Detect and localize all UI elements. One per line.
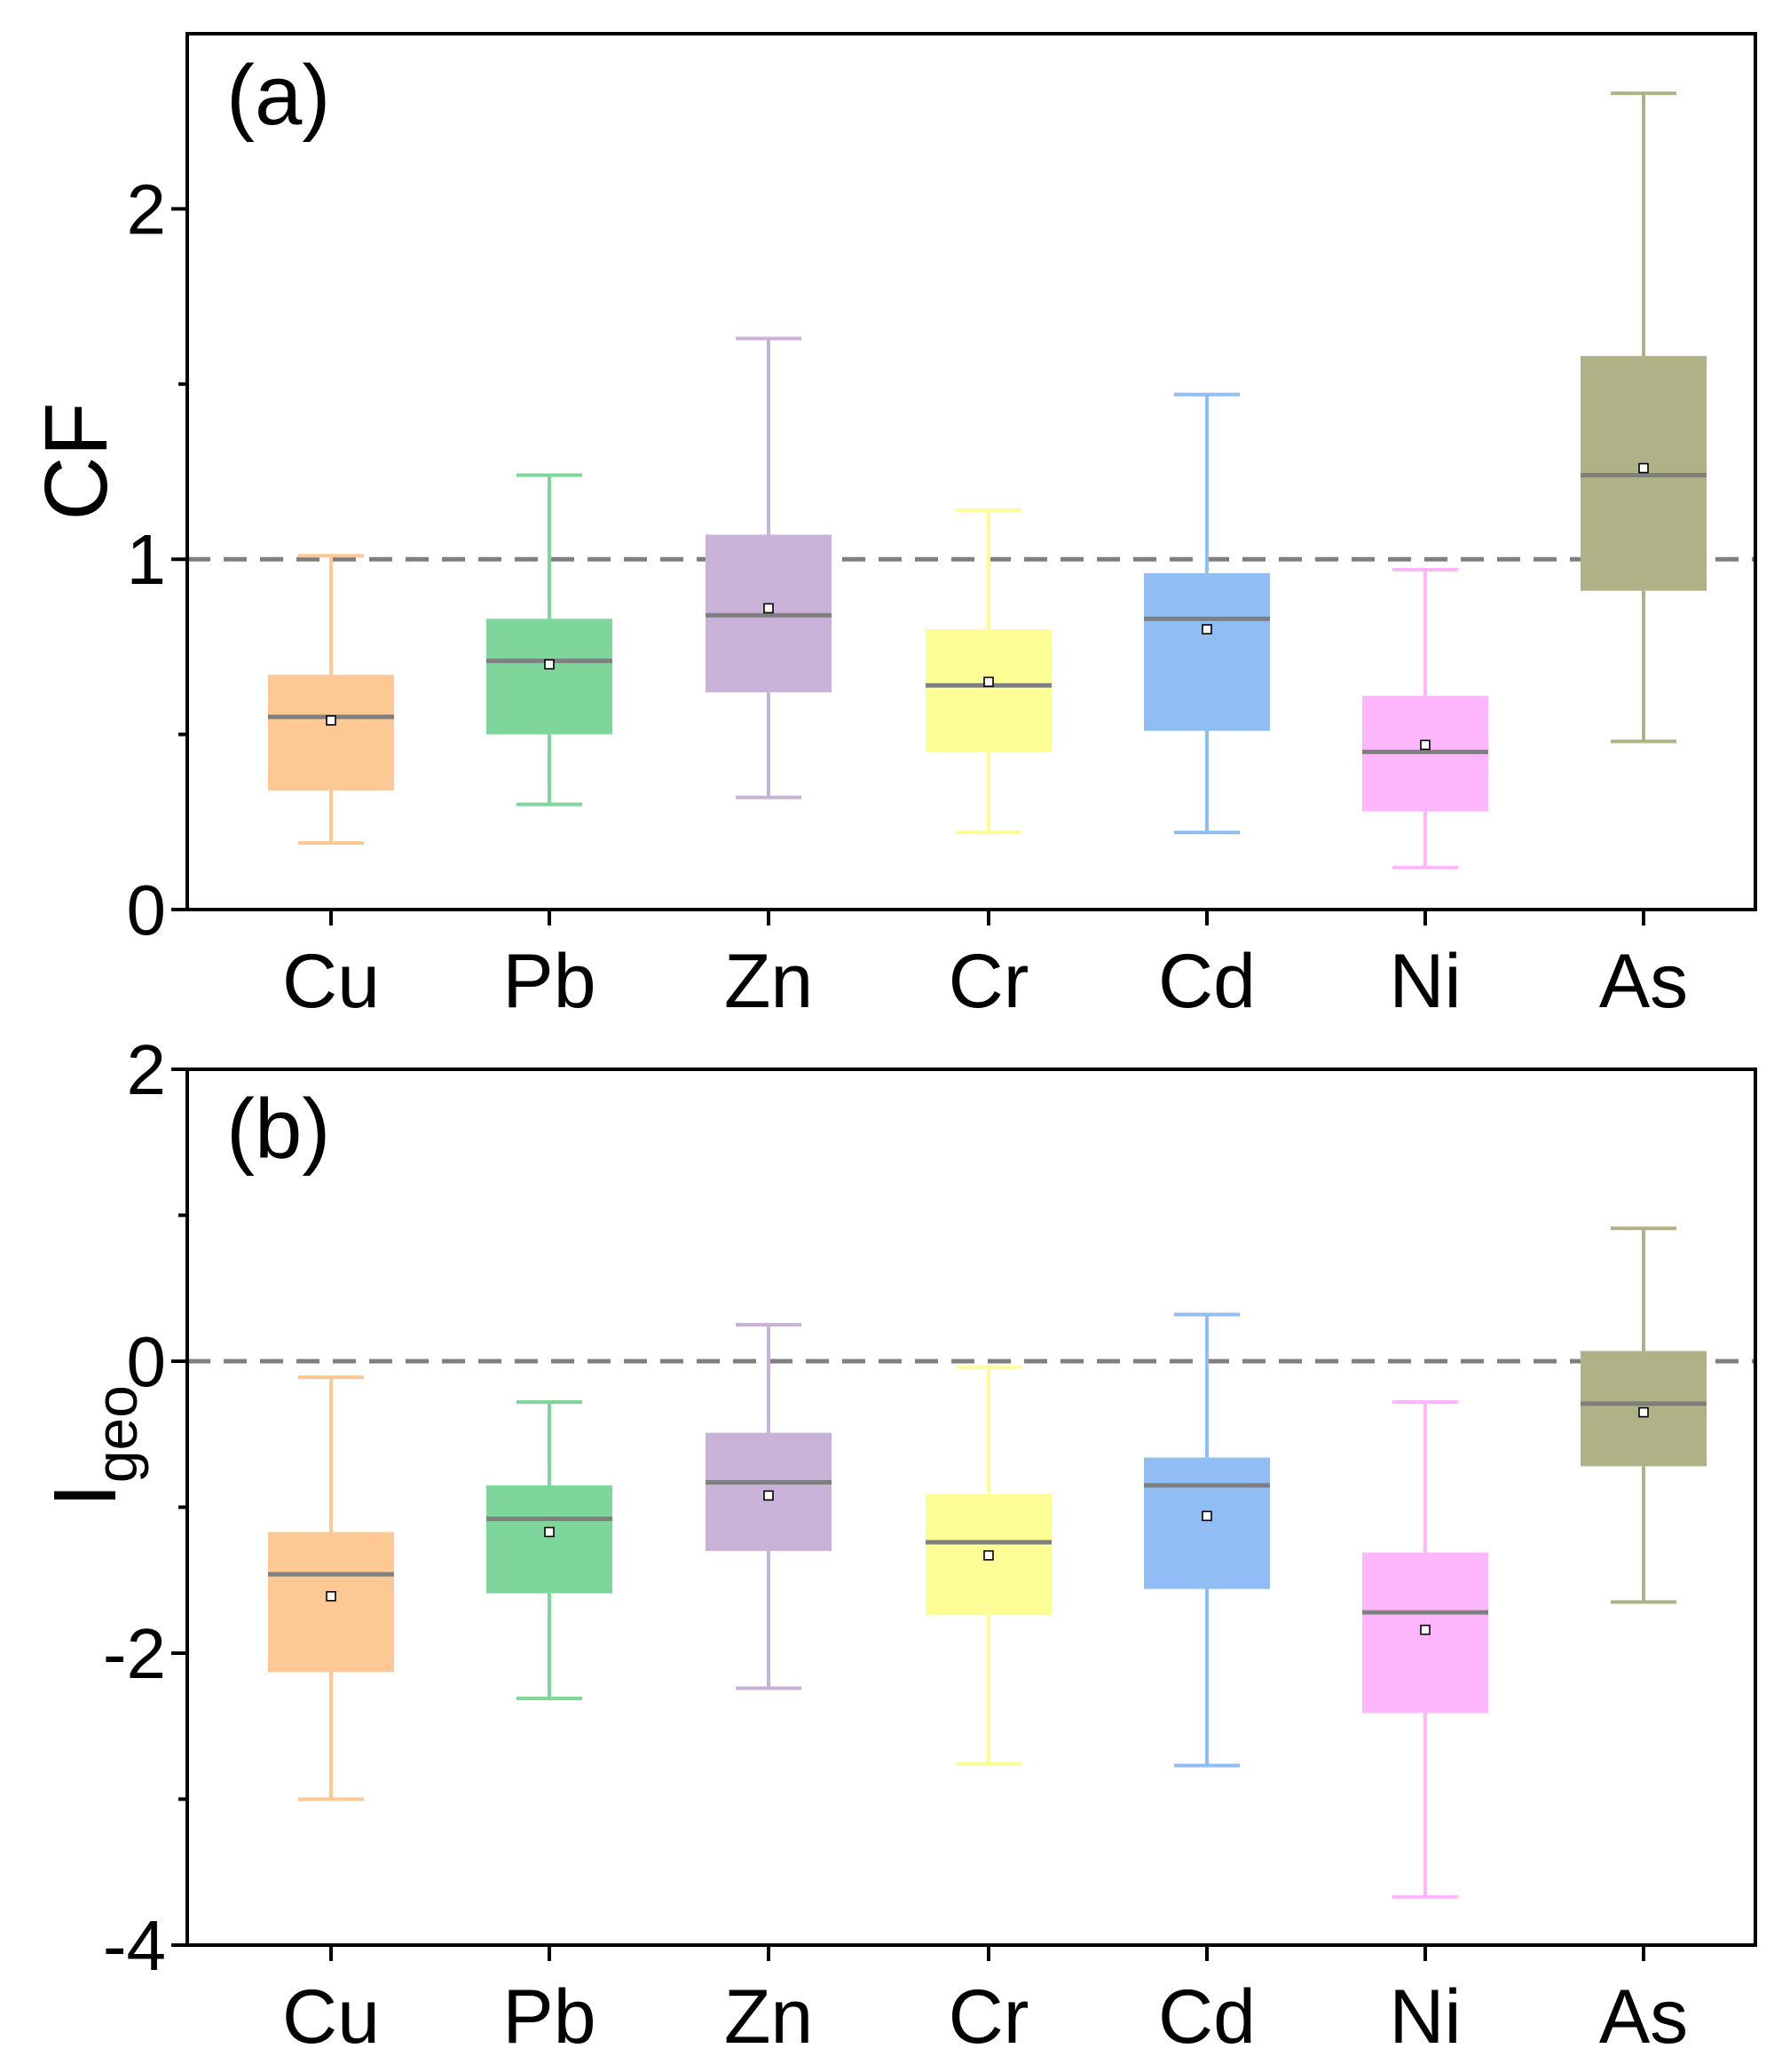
- box-ni: [1362, 1400, 1488, 1899]
- box-cr: [926, 1365, 1052, 1767]
- panel-a-cf-chart: 0 1 2 Cu Pb Zn Cr Cd Ni As (a) CF: [27, 32, 1757, 1024]
- mean-marker: [1638, 462, 1649, 474]
- mean-marker: [326, 715, 336, 726]
- box-as: [1581, 91, 1707, 744]
- box-ni: [1362, 568, 1488, 870]
- x-tick-label-ni: Ni: [1389, 939, 1461, 1024]
- box-cd: [1144, 392, 1270, 835]
- x-tick-label-zn: Zn: [724, 939, 813, 1024]
- mean-marker: [326, 1591, 336, 1602]
- x-tick-label-cr: Cr: [949, 1974, 1029, 2060]
- x-tick-label-cd: Cd: [1158, 939, 1256, 1024]
- box-as: [1581, 1226, 1707, 1604]
- box-cd: [1144, 1312, 1270, 1768]
- iqr-box: [268, 674, 394, 791]
- y-tick-label: -2: [103, 1614, 166, 1693]
- mean-marker: [763, 603, 774, 614]
- y-tick-label: 0: [127, 1322, 167, 1401]
- box-zn: [706, 1322, 832, 1690]
- y-tick-label: -4: [103, 1906, 166, 1985]
- axes-frame: [185, 32, 1757, 911]
- panel-b-y-axis-title-subscript: geo: [83, 1385, 149, 1483]
- iqr-box: [486, 1485, 612, 1594]
- mean-marker: [1638, 1406, 1649, 1418]
- x-tick-label-zn: Zn: [724, 1974, 813, 2060]
- y-tick-label: 2: [127, 169, 167, 248]
- x-tick-label-cu: Cu: [282, 1974, 380, 2060]
- y-tick-label: 2: [127, 1030, 167, 1109]
- y-tick-label: 0: [127, 871, 167, 949]
- iqr-box: [486, 618, 612, 735]
- x-tick-label-as: As: [1599, 939, 1688, 1024]
- mean-marker: [1420, 739, 1431, 751]
- x-tick-label-pb: Pb: [502, 939, 595, 1024]
- mean-marker: [983, 676, 994, 688]
- x-tick-label-cr: Cr: [949, 939, 1029, 1024]
- iqr-box: [1144, 572, 1270, 731]
- mean-marker: [983, 1549, 994, 1561]
- mean-marker: [544, 1526, 555, 1538]
- panel-a-y-axis-title: CF: [27, 402, 126, 520]
- x-tick-label-as: As: [1599, 1974, 1688, 2060]
- box-zn: [706, 336, 832, 800]
- box-pb: [486, 1400, 612, 1700]
- box-cu: [268, 554, 394, 845]
- mean-marker: [1202, 624, 1212, 634]
- panel-b-y-axis-title: Igeo: [35, 1385, 149, 1508]
- x-tick-label-cd: Cd: [1158, 1974, 1256, 2060]
- box-pb: [486, 473, 612, 807]
- box-cu: [268, 1375, 394, 1801]
- panel-b-y-axis-title-main: I: [35, 1483, 135, 1508]
- y-tick-label: 1: [127, 520, 167, 599]
- box-cr: [926, 508, 1052, 835]
- x-tick-label-cu: Cu: [282, 939, 380, 1024]
- iqr-box: [926, 629, 1052, 752]
- mean-marker: [763, 1490, 774, 1501]
- panel-a-label: (a): [226, 48, 330, 143]
- mean-marker: [544, 658, 555, 670]
- mean-marker: [1202, 1510, 1212, 1522]
- iqr-box: [1144, 1457, 1270, 1589]
- iqr-box: [268, 1532, 394, 1673]
- x-tick-label-ni: Ni: [1389, 1974, 1461, 2060]
- panel-b-label: (b): [226, 1082, 330, 1177]
- x-tick-label-pb: Pb: [502, 1974, 595, 2060]
- panel-b-igeo-chart: -4 -2 0 2 Cu Pb Zn Cr Cd Ni As (b) Igeo: [35, 1030, 1757, 2060]
- mean-marker: [1420, 1624, 1431, 1635]
